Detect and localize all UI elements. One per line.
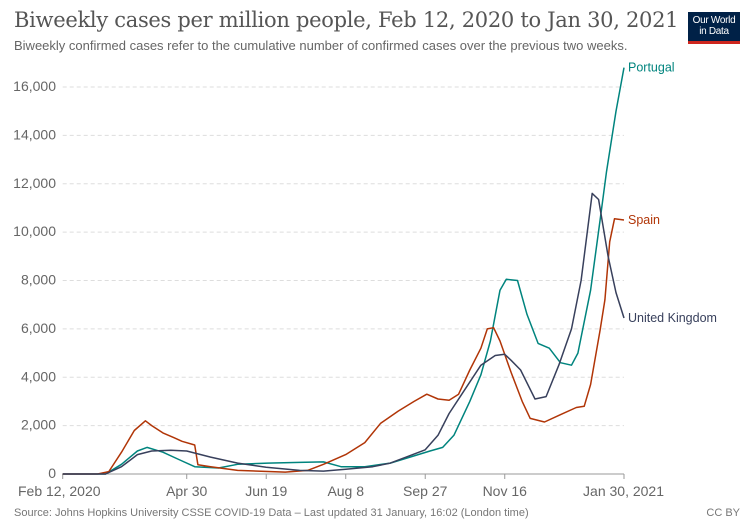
series-line-portugal <box>62 67 625 475</box>
y-tick-label: 0 <box>48 465 56 481</box>
y-tick-label: 10,000 <box>13 223 56 239</box>
series-label: United Kingdom <box>628 311 717 325</box>
source-note: Source: Johns Hopkins University CSSE CO… <box>14 507 529 519</box>
series-label: Portugal <box>628 61 675 75</box>
series-line-united-kingdom <box>62 192 625 475</box>
series-line-spain <box>62 218 625 475</box>
x-tick-label: Jun 19 <box>245 483 287 499</box>
x-tick-label: Feb 12, 2020 <box>18 483 101 499</box>
x-tick-label: Aug 8 <box>327 483 364 499</box>
y-tick-label: 14,000 <box>13 126 56 142</box>
y-tick-label: 4,000 <box>21 368 56 384</box>
y-tick-label: 16,000 <box>13 78 56 94</box>
x-tick-label: Jan 30, 2021 <box>583 483 664 499</box>
chart-title: Biweekly cases per million people, Feb 1… <box>14 8 679 32</box>
x-tick-label: Sep 27 <box>403 483 448 499</box>
x-tick-label: Apr 30 <box>166 483 207 499</box>
chart-subtitle: Biweekly confirmed cases refer to the cu… <box>14 38 628 53</box>
y-tick-label: 6,000 <box>21 320 56 336</box>
license-label[interactable]: CC BY <box>706 507 740 519</box>
y-tick-label: 2,000 <box>21 417 56 433</box>
y-tick-label: 12,000 <box>13 175 56 191</box>
x-tick-label: Nov 16 <box>483 483 528 499</box>
series-label: Spain <box>628 213 660 227</box>
owid-logo[interactable]: Our World in Data <box>688 12 740 44</box>
y-tick-label: 8,000 <box>21 272 56 288</box>
